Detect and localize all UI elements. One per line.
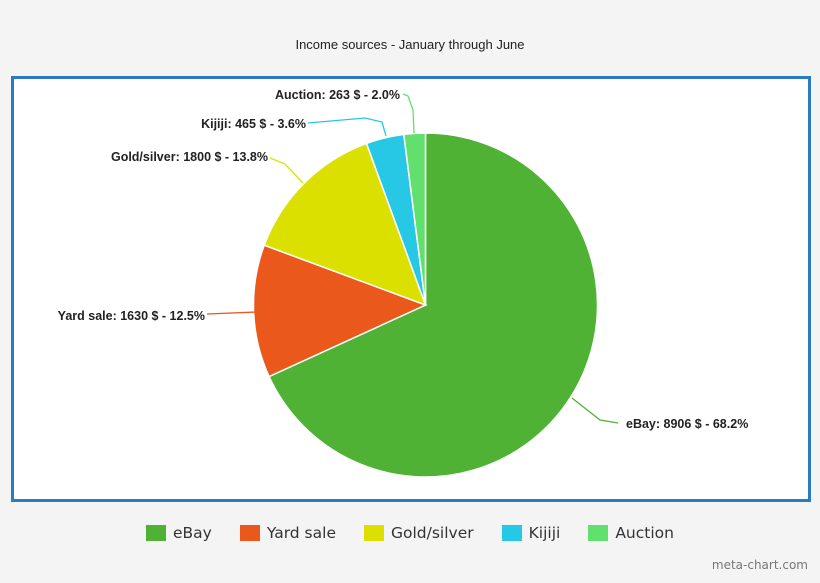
legend-label: Kijiji bbox=[528, 524, 561, 542]
pie-slice-auction[interactable] bbox=[402, 132, 427, 306]
pie-slice-ebay[interactable] bbox=[268, 132, 599, 478]
legend-label: eBay bbox=[173, 524, 212, 542]
legend-swatch bbox=[501, 525, 522, 541]
leader-line bbox=[206, 311, 257, 315]
credit-text: meta-chart.com bbox=[711, 558, 808, 572]
data-label: eBay: 8906 $ - 68.2% bbox=[626, 417, 748, 431]
legend-swatch bbox=[588, 525, 609, 541]
legend-swatch bbox=[239, 525, 260, 541]
data-label: Yard sale: 1630 $ - 12.5% bbox=[58, 309, 205, 323]
data-label: Gold/silver: 1800 $ - 13.8% bbox=[111, 150, 268, 164]
leader-line bbox=[571, 397, 619, 424]
legend-label: Auction bbox=[615, 524, 674, 542]
legend-item-gold-silver[interactable]: Gold/silver bbox=[363, 524, 474, 542]
pie-slice-gold-silver[interactable] bbox=[263, 142, 427, 307]
pie-slices bbox=[252, 132, 599, 478]
legend-swatch bbox=[146, 525, 167, 541]
chart-title: Income sources - January through June bbox=[295, 37, 525, 52]
legend: eBay Yard sale Gold/silver Kijiji Auction bbox=[0, 524, 820, 542]
legend-item-auction[interactable]: Auction bbox=[588, 524, 674, 542]
leader-line bbox=[269, 157, 304, 184]
data-label: Kijiji: 465 $ - 3.6% bbox=[201, 117, 306, 131]
legend-item-kijiji[interactable]: Kijiji bbox=[501, 524, 561, 542]
legend-item-ebay[interactable]: eBay bbox=[146, 524, 212, 542]
pie-slice-yard-sale[interactable] bbox=[252, 244, 428, 378]
legend-swatch bbox=[363, 525, 384, 541]
legend-item-yard-sale[interactable]: Yard sale bbox=[239, 524, 336, 542]
data-labels: eBay: 8906 $ - 68.2% Yard sale: 1630 $ - … bbox=[58, 88, 749, 431]
data-label: Auction: 263 $ - 2.0% bbox=[275, 88, 400, 102]
legend-label: Yard sale bbox=[266, 524, 336, 542]
leader-lines bbox=[206, 93, 619, 424]
leader-line bbox=[307, 117, 387, 137]
legend-label: Gold/silver bbox=[390, 524, 474, 542]
leader-line bbox=[402, 93, 415, 134]
